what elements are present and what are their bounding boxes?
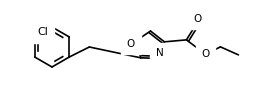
Text: O: O	[193, 14, 202, 24]
Text: O: O	[201, 49, 210, 59]
Text: Cl: Cl	[38, 27, 48, 37]
Text: O: O	[127, 39, 135, 49]
Text: N: N	[156, 48, 163, 58]
